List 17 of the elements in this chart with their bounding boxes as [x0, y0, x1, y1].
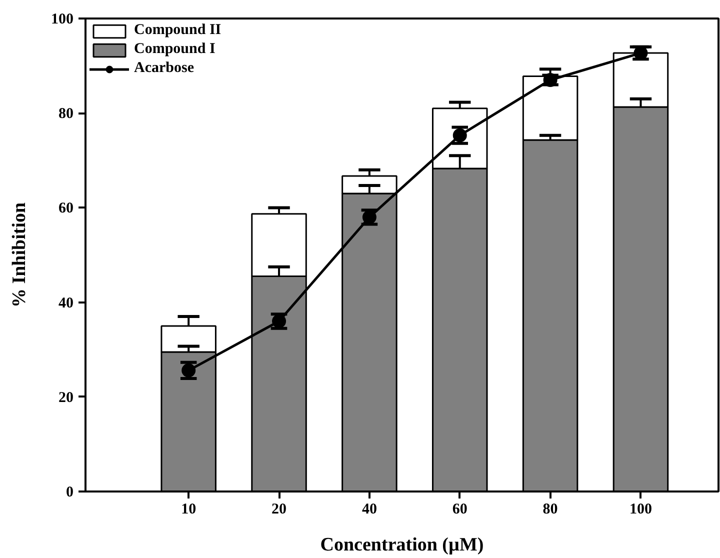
- x-tick-label: 10: [181, 502, 196, 518]
- x-tick-label: 60: [452, 502, 468, 518]
- legend-label: Compound II: [134, 22, 222, 39]
- y-tick-label: 0: [66, 484, 74, 500]
- x-tick-label: 40: [362, 502, 377, 518]
- y-tick-label: 80: [58, 106, 74, 122]
- y-tick-label: 20: [58, 390, 74, 406]
- y-tick-label: 100: [51, 12, 74, 28]
- x-axis-title: Concentration (µM): [320, 534, 484, 556]
- x-tick-label: 20: [272, 502, 287, 518]
- legend-label: Acarbose: [134, 60, 194, 77]
- legend-label: Compound I: [134, 41, 216, 58]
- y-tick-label: 60: [58, 200, 74, 217]
- y-tick-label: 40: [58, 295, 74, 312]
- y-axis-title: % Inhibition: [9, 202, 30, 308]
- x-tick-label: 80: [542, 502, 558, 518]
- x-tick-label: 100: [629, 502, 652, 518]
